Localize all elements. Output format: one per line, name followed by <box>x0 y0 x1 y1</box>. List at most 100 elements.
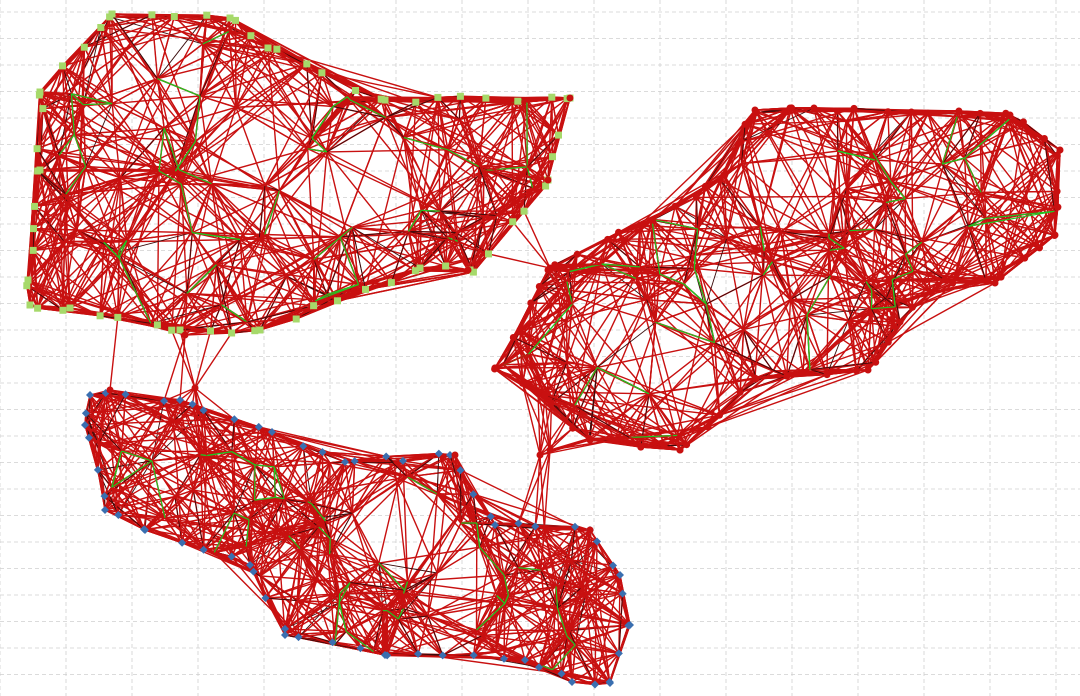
graph-edge <box>408 230 456 233</box>
graph-edge <box>707 369 869 428</box>
graph-edge <box>158 170 212 185</box>
graph-edge <box>508 594 558 609</box>
graph-edge <box>126 240 181 331</box>
graph-edge <box>70 27 102 94</box>
graph-edge <box>233 419 256 466</box>
graph-edge <box>481 594 509 636</box>
graph-edge <box>494 524 623 595</box>
graph-edge <box>588 393 650 439</box>
graph-edge <box>74 127 165 136</box>
graph-edge <box>887 279 946 343</box>
graph-edge <box>178 169 266 187</box>
graph-edge <box>378 562 406 591</box>
graph-edge <box>118 251 159 326</box>
graph-edge <box>285 275 315 307</box>
graph-edge <box>215 264 223 305</box>
graph-edge <box>408 187 533 233</box>
graph-edge <box>473 654 543 667</box>
graph-edge <box>163 48 278 129</box>
graph-edge <box>570 559 587 596</box>
graph-edge <box>481 567 520 636</box>
graph-edge <box>265 445 304 533</box>
graph-edge <box>350 582 405 591</box>
graph-edge <box>84 420 174 426</box>
graph-edge <box>67 201 105 243</box>
graph-edge <box>33 227 78 231</box>
graph-edge <box>151 14 213 184</box>
graph-edge <box>254 464 276 498</box>
graph-edge <box>457 217 484 242</box>
graph-edge <box>985 190 1058 220</box>
graph-edge <box>245 546 261 577</box>
graph-edge <box>117 292 188 319</box>
graph-edge <box>322 451 387 458</box>
graph-edge <box>345 630 388 657</box>
graph-edge <box>326 151 360 285</box>
graph-edge <box>571 681 596 686</box>
graph-edge <box>437 97 457 233</box>
graph-edge <box>403 137 422 211</box>
graph-edge <box>276 498 285 531</box>
graph-edge <box>111 103 128 241</box>
graph-edge <box>556 529 591 609</box>
graph-edge <box>239 185 266 240</box>
graph-edge <box>345 582 351 632</box>
graph-edge <box>284 628 336 646</box>
graph-edge <box>284 548 301 636</box>
graph-edge <box>213 551 299 638</box>
graph-edge <box>203 464 256 551</box>
graph-edge <box>156 16 175 79</box>
graph-edge <box>70 93 84 106</box>
graph-edge <box>1005 113 1041 249</box>
graph-edge <box>151 14 159 79</box>
graph-edge <box>258 238 288 277</box>
graph-edge <box>68 201 128 242</box>
graph-edge <box>286 226 353 277</box>
graph-edge <box>245 519 250 547</box>
graph-edge <box>143 528 247 548</box>
graph-edge <box>346 96 351 101</box>
graph-edge <box>179 399 233 453</box>
graph-edge <box>352 209 422 229</box>
graph-edge <box>385 117 447 267</box>
graph-edge <box>397 572 438 620</box>
graph-edge <box>249 553 330 566</box>
graph-edge <box>540 559 572 571</box>
graph-edge <box>118 183 212 259</box>
graph-edge <box>163 400 174 422</box>
graph-edge <box>307 148 315 260</box>
graph-edge <box>180 183 241 241</box>
graph-edge <box>220 239 241 305</box>
graph-edge <box>322 462 331 518</box>
graph-edge <box>552 652 620 671</box>
graph-edge <box>921 149 1061 243</box>
graph-edge <box>444 237 448 267</box>
graph-edge <box>215 264 248 323</box>
graph-edge <box>120 177 193 234</box>
graph-edge <box>174 455 208 497</box>
graph-edge <box>163 128 177 172</box>
graph-edge <box>174 489 194 498</box>
graph-edge <box>385 101 417 118</box>
graph-edge <box>436 454 451 495</box>
graph-edge <box>311 503 353 514</box>
graph-edge <box>174 141 196 172</box>
graph-edge <box>99 257 120 317</box>
graph-edge <box>85 412 122 452</box>
graph-edge <box>286 275 327 296</box>
graph-edge <box>202 455 208 550</box>
graph-edge <box>254 445 304 466</box>
graph-edge <box>163 95 201 129</box>
graph-edge <box>307 72 323 149</box>
graph-edge <box>297 579 317 638</box>
graph-edge <box>571 587 583 683</box>
graph-edge <box>233 512 267 534</box>
graph-edge <box>38 46 85 96</box>
graph-edge <box>705 303 741 393</box>
graph-edge <box>372 610 388 652</box>
graph-edge <box>265 593 340 599</box>
graph-edge <box>70 93 75 135</box>
graph-edge <box>572 299 648 429</box>
graph-edge <box>351 476 408 514</box>
graph-edge <box>568 594 587 631</box>
